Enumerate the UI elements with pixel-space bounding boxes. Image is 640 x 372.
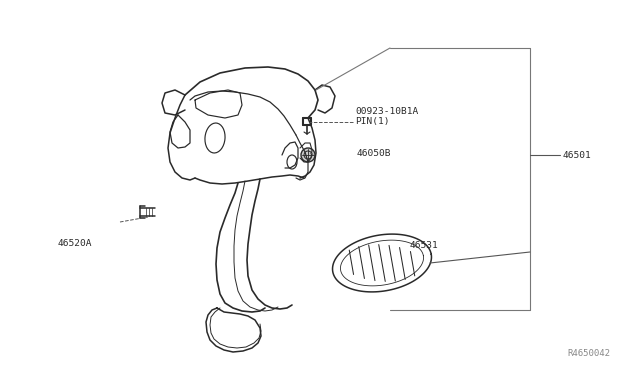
Text: 46520A: 46520A — [58, 239, 93, 248]
Text: 00923-10B1A: 00923-10B1A — [355, 107, 419, 116]
Circle shape — [301, 148, 315, 162]
Text: 46501: 46501 — [563, 151, 592, 160]
Text: 46050B: 46050B — [357, 148, 392, 157]
Text: PIN(1): PIN(1) — [355, 117, 390, 126]
Text: R4650042: R4650042 — [567, 349, 610, 358]
Text: 46531: 46531 — [410, 241, 439, 250]
